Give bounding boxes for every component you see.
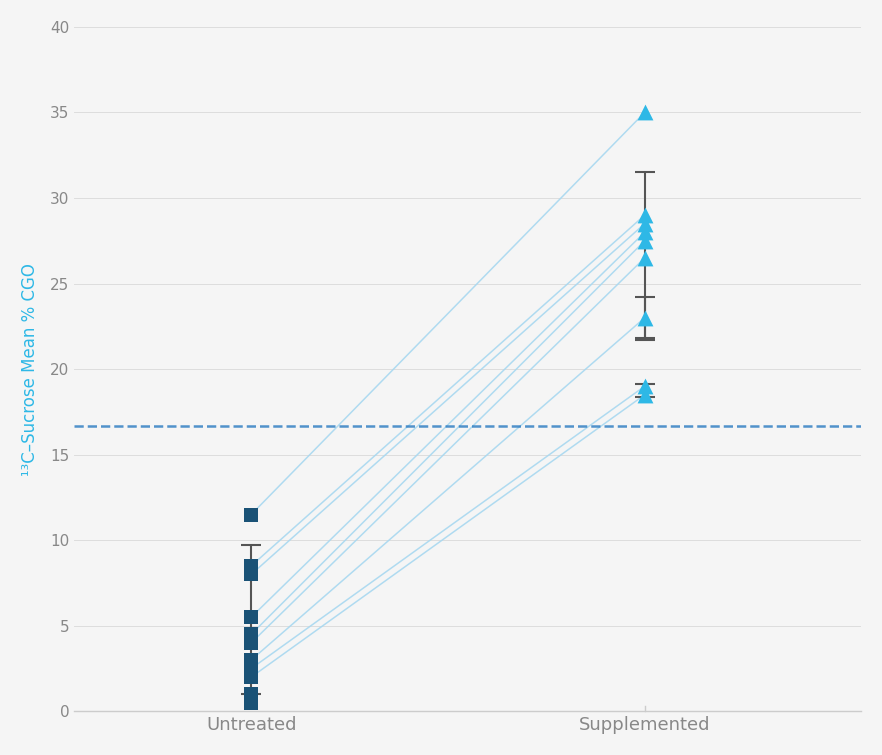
Point	[638, 217, 652, 230]
Point	[244, 508, 258, 520]
Point	[638, 380, 652, 392]
Point	[244, 662, 258, 674]
Point	[244, 654, 258, 666]
Point	[244, 628, 258, 640]
Point	[638, 252, 652, 264]
Point	[638, 209, 652, 221]
Point	[244, 636, 258, 649]
Point	[244, 697, 258, 709]
Point	[244, 688, 258, 700]
Point	[244, 559, 258, 572]
Point	[244, 569, 258, 581]
Point	[638, 235, 652, 247]
Point	[638, 312, 652, 324]
Point	[244, 611, 258, 623]
Point	[244, 671, 258, 683]
Point	[638, 106, 652, 119]
Point	[638, 226, 652, 239]
Point	[638, 389, 652, 401]
Y-axis label: ¹³C–Sucrose Mean % CGO: ¹³C–Sucrose Mean % CGO	[21, 263, 39, 476]
